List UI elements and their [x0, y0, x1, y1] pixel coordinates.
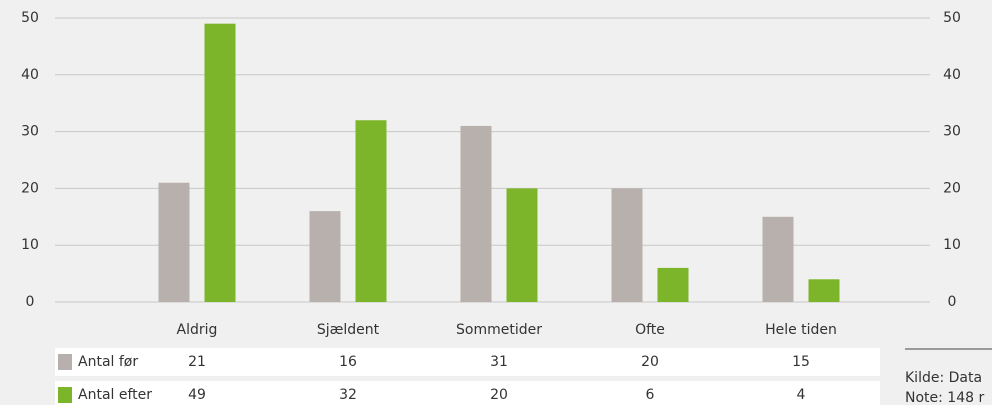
table-value: 49: [188, 387, 206, 403]
bar: [158, 182, 190, 302]
table-value: 4: [797, 387, 806, 403]
y-tick-label: 40: [21, 67, 39, 83]
table-value: 21: [188, 354, 206, 370]
bar: [355, 120, 387, 303]
table-value: 20: [641, 354, 659, 370]
legend-label: Antal efter: [78, 387, 152, 403]
x-tick-label: Sjældent: [317, 322, 380, 338]
y-tick-label: 10: [21, 237, 39, 253]
note: Note: 148 r: [905, 390, 984, 405]
table-value: 32: [339, 387, 357, 403]
y2-tick-label: 30: [943, 124, 961, 140]
x-tick-label: Hele tiden: [765, 322, 837, 338]
y2-tick-label: 0: [948, 294, 957, 310]
table-value: 16: [339, 354, 357, 370]
y-tick-label: 50: [21, 10, 39, 26]
table-value: 31: [490, 354, 508, 370]
x-tick-label: Sommetider: [456, 322, 542, 338]
y2-tick-label: 50: [943, 10, 961, 26]
legend-swatch: [58, 387, 72, 403]
y2-tick-label: 10: [943, 237, 961, 253]
bar: [808, 279, 840, 302]
y-tick-label: 20: [21, 180, 39, 196]
table-row: [55, 381, 880, 405]
x-tick-label: Ofte: [635, 322, 665, 338]
bar: [657, 267, 689, 302]
bar: [611, 188, 643, 302]
y2-tick-label: 20: [943, 180, 961, 196]
bar: [460, 125, 492, 302]
legend-swatch: [58, 354, 72, 370]
bar: [762, 216, 794, 302]
bar: [204, 23, 236, 303]
bar: [506, 188, 538, 302]
bar: [309, 211, 341, 302]
table-value: 6: [646, 387, 655, 403]
x-tick-label: Aldrig: [177, 322, 218, 338]
y-tick-label: 0: [26, 294, 35, 310]
y-tick-label: 30: [21, 124, 39, 140]
table-value: 20: [490, 387, 508, 403]
y2-tick-label: 40: [943, 67, 961, 83]
table-row: [55, 348, 880, 376]
source: Kilde: Data: [905, 370, 982, 386]
legend-label: Antal før: [78, 354, 138, 370]
table-value: 15: [792, 354, 810, 370]
